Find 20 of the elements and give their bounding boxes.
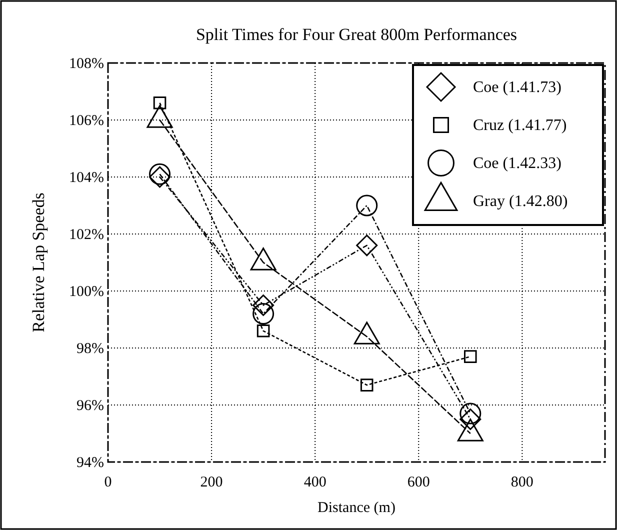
y-tick-label: 96%	[76, 398, 104, 414]
y-tick-label: 108%	[69, 56, 104, 72]
y-tick-label: 106%	[69, 112, 104, 129]
x-tick-label: 0	[104, 474, 112, 491]
x-tick-label: 400	[304, 474, 326, 491]
chart-title: Split Times for Four Great 800m Performances	[196, 25, 518, 44]
x-tick-label: 600	[407, 474, 430, 491]
y-tick-label: 98%	[76, 340, 104, 357]
x-axis-title: Distance (m)	[318, 500, 396, 516]
y-tick-label: 104%	[69, 170, 104, 186]
legend-label: Coe (1.41.73)	[473, 79, 562, 96]
legend-label: Coe (1.42.33)	[473, 155, 562, 172]
y-tick-label: 94%	[76, 454, 104, 471]
y-tick-label: 100%	[69, 284, 104, 300]
legend-label: Gray (1.42.80)	[473, 193, 568, 210]
x-tick-label: 800	[510, 474, 534, 491]
legend-label: Cruz (1.41.77)	[473, 117, 567, 134]
y-tick-label: 102%	[69, 226, 104, 243]
y-axis-title: Relative Lap Speeds	[29, 192, 48, 332]
x-tick-label: 200	[200, 474, 223, 491]
